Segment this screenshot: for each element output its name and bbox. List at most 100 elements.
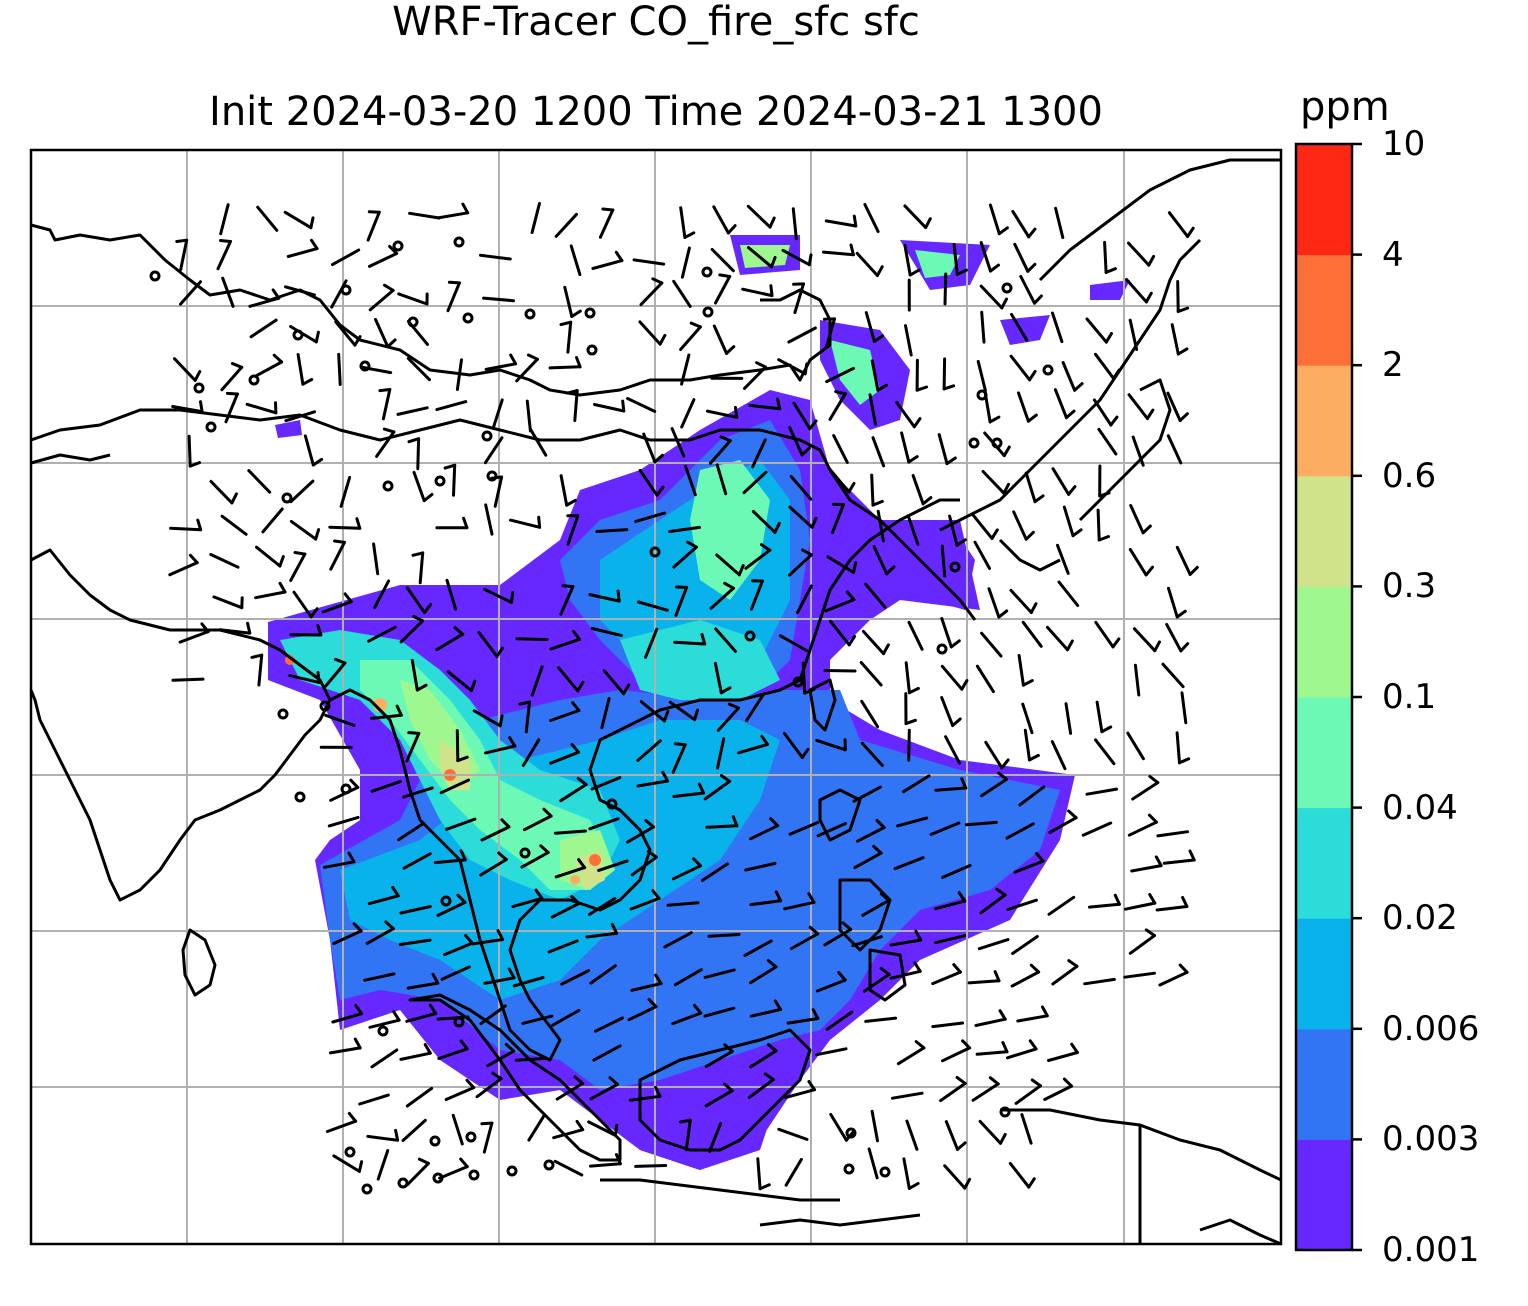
wind-barb-flag — [952, 963, 962, 974]
wind-barb-shaft — [860, 699, 880, 729]
wind-barb-flag — [507, 967, 516, 980]
calm-wind-marker — [486, 470, 498, 482]
wind-barb-shaft — [443, 941, 474, 957]
wind-barb-shaft — [630, 982, 663, 992]
wind-barb-flag — [495, 646, 504, 658]
wind-barb-shaft — [524, 700, 531, 734]
wind-barb-shaft — [815, 1047, 848, 1057]
calm-wind-marker — [702, 306, 714, 318]
wind-barb-shaft — [976, 359, 987, 393]
wind-barb-shaft — [907, 620, 924, 651]
wind-barb-flag — [526, 353, 539, 361]
wind-barb-shaft — [1128, 318, 1139, 351]
wind-barb-flag — [1186, 226, 1195, 238]
wind-barb-shaft — [666, 901, 700, 907]
wind-barb-shaft — [1054, 206, 1065, 239]
wind-barb-shaft — [792, 401, 812, 431]
wind-barb-shaft — [530, 201, 541, 234]
wind-barb-flag — [469, 679, 477, 693]
wind-barb-shaft — [853, 851, 883, 870]
wind-barb-flag — [1113, 893, 1121, 906]
calm-wind-marker — [744, 630, 756, 642]
wind-barb-shaft — [398, 938, 432, 946]
wind-barb-flag — [500, 818, 511, 829]
wind-barb-flag — [1002, 445, 1011, 458]
wind-barb-flag — [537, 515, 542, 529]
wind-barb-flag — [686, 540, 698, 549]
wind-barb-flag — [613, 1123, 619, 1137]
wind-barb-shaft — [906, 514, 920, 546]
wind-barb-flag — [776, 397, 782, 411]
wind-barb-flag — [955, 1076, 967, 1085]
wind-barb-flag — [644, 819, 655, 829]
wind-barb-shaft — [907, 728, 911, 762]
wind-barb-shaft — [1012, 510, 1028, 541]
wind-barb-shaft — [638, 320, 662, 346]
wind-barb-shaft — [224, 392, 239, 424]
wind-barb-shaft — [787, 553, 813, 577]
wind-barb-flag — [689, 321, 702, 329]
wind-barb-shaft — [737, 742, 769, 755]
wind-barb-flag — [480, 1121, 494, 1126]
wind-barb-shaft — [452, 463, 457, 497]
calm-wind-marker — [462, 312, 474, 324]
wind-barb-flag — [683, 231, 696, 239]
wind-barb-shaft — [332, 929, 363, 945]
wind-barb-shaft — [636, 779, 670, 788]
wind-barb-shaft — [475, 1077, 503, 1099]
wind-barb-shaft — [824, 219, 858, 228]
wind-barb-shaft — [745, 693, 765, 722]
wind-barb-shaft — [433, 858, 467, 865]
wind-barb-flag — [621, 399, 626, 413]
wind-barb-flag — [422, 492, 434, 503]
map-frame — [29, 148, 1283, 1246]
wind-barb-flag — [559, 320, 573, 327]
wind-barb-shaft — [746, 204, 772, 229]
wind-barb-shaft — [590, 776, 622, 791]
wind-barb-shaft — [672, 791, 706, 798]
wind-barb-flag — [1026, 262, 1037, 273]
wind-barb-shaft — [1165, 623, 1183, 653]
wind-barb-shaft — [416, 437, 421, 471]
wind-barb-flag — [734, 405, 739, 419]
wind-barb-shaft — [1132, 627, 1157, 653]
wind-barb-shaft — [1021, 702, 1034, 735]
wind-barb-shaft — [944, 1120, 959, 1151]
wind-barb-shaft — [939, 1081, 967, 1103]
wind-barb-flag — [534, 888, 544, 900]
wind-barb-shaft — [715, 463, 728, 496]
wind-barb-shaft — [1011, 209, 1031, 239]
wind-barb-shaft — [941, 1046, 972, 1063]
wind-barb-flag — [1112, 368, 1121, 380]
wind-barb-shaft — [1013, 242, 1030, 273]
wind-barb-flag — [394, 1128, 400, 1142]
wind-barb-flag — [875, 265, 884, 277]
wind-barb-flag — [872, 334, 885, 343]
wind-barb-flag — [723, 1082, 734, 1093]
wind-barb-shaft — [893, 856, 925, 871]
wind-barb-shaft — [1123, 901, 1157, 911]
colorbar-tick-label: 10 — [1382, 124, 1426, 164]
wind-barb-shaft — [220, 365, 244, 392]
wind-barb-shaft — [940, 617, 953, 649]
wind-barb-shaft — [399, 905, 432, 915]
wind-barb-shaft — [553, 1159, 584, 1177]
wind-barb-shaft — [934, 899, 967, 911]
wind-barb-shaft — [402, 852, 432, 870]
wind-barb-shaft — [445, 578, 458, 611]
wind-barb-shaft — [778, 634, 808, 652]
wind-barb-shaft — [703, 968, 736, 979]
wind-barb-shaft — [1180, 691, 1188, 725]
wind-barb-shaft — [1094, 738, 1116, 766]
wind-barb-shaft — [1131, 435, 1145, 467]
wind-barb-shaft — [940, 544, 947, 578]
colorbar-tick-label: 0.02 — [1382, 898, 1458, 939]
wind-barb-flag — [1001, 1041, 1009, 1054]
wind-barb-shaft — [788, 505, 814, 529]
wind-barb-flag — [841, 921, 853, 931]
wind-barb-shaft — [823, 927, 853, 947]
wind-barb-shaft — [749, 1008, 782, 1018]
wind-barb-flag — [1062, 1077, 1073, 1088]
wind-barb-flag — [700, 632, 707, 646]
wind-barb-shaft — [1167, 211, 1190, 238]
